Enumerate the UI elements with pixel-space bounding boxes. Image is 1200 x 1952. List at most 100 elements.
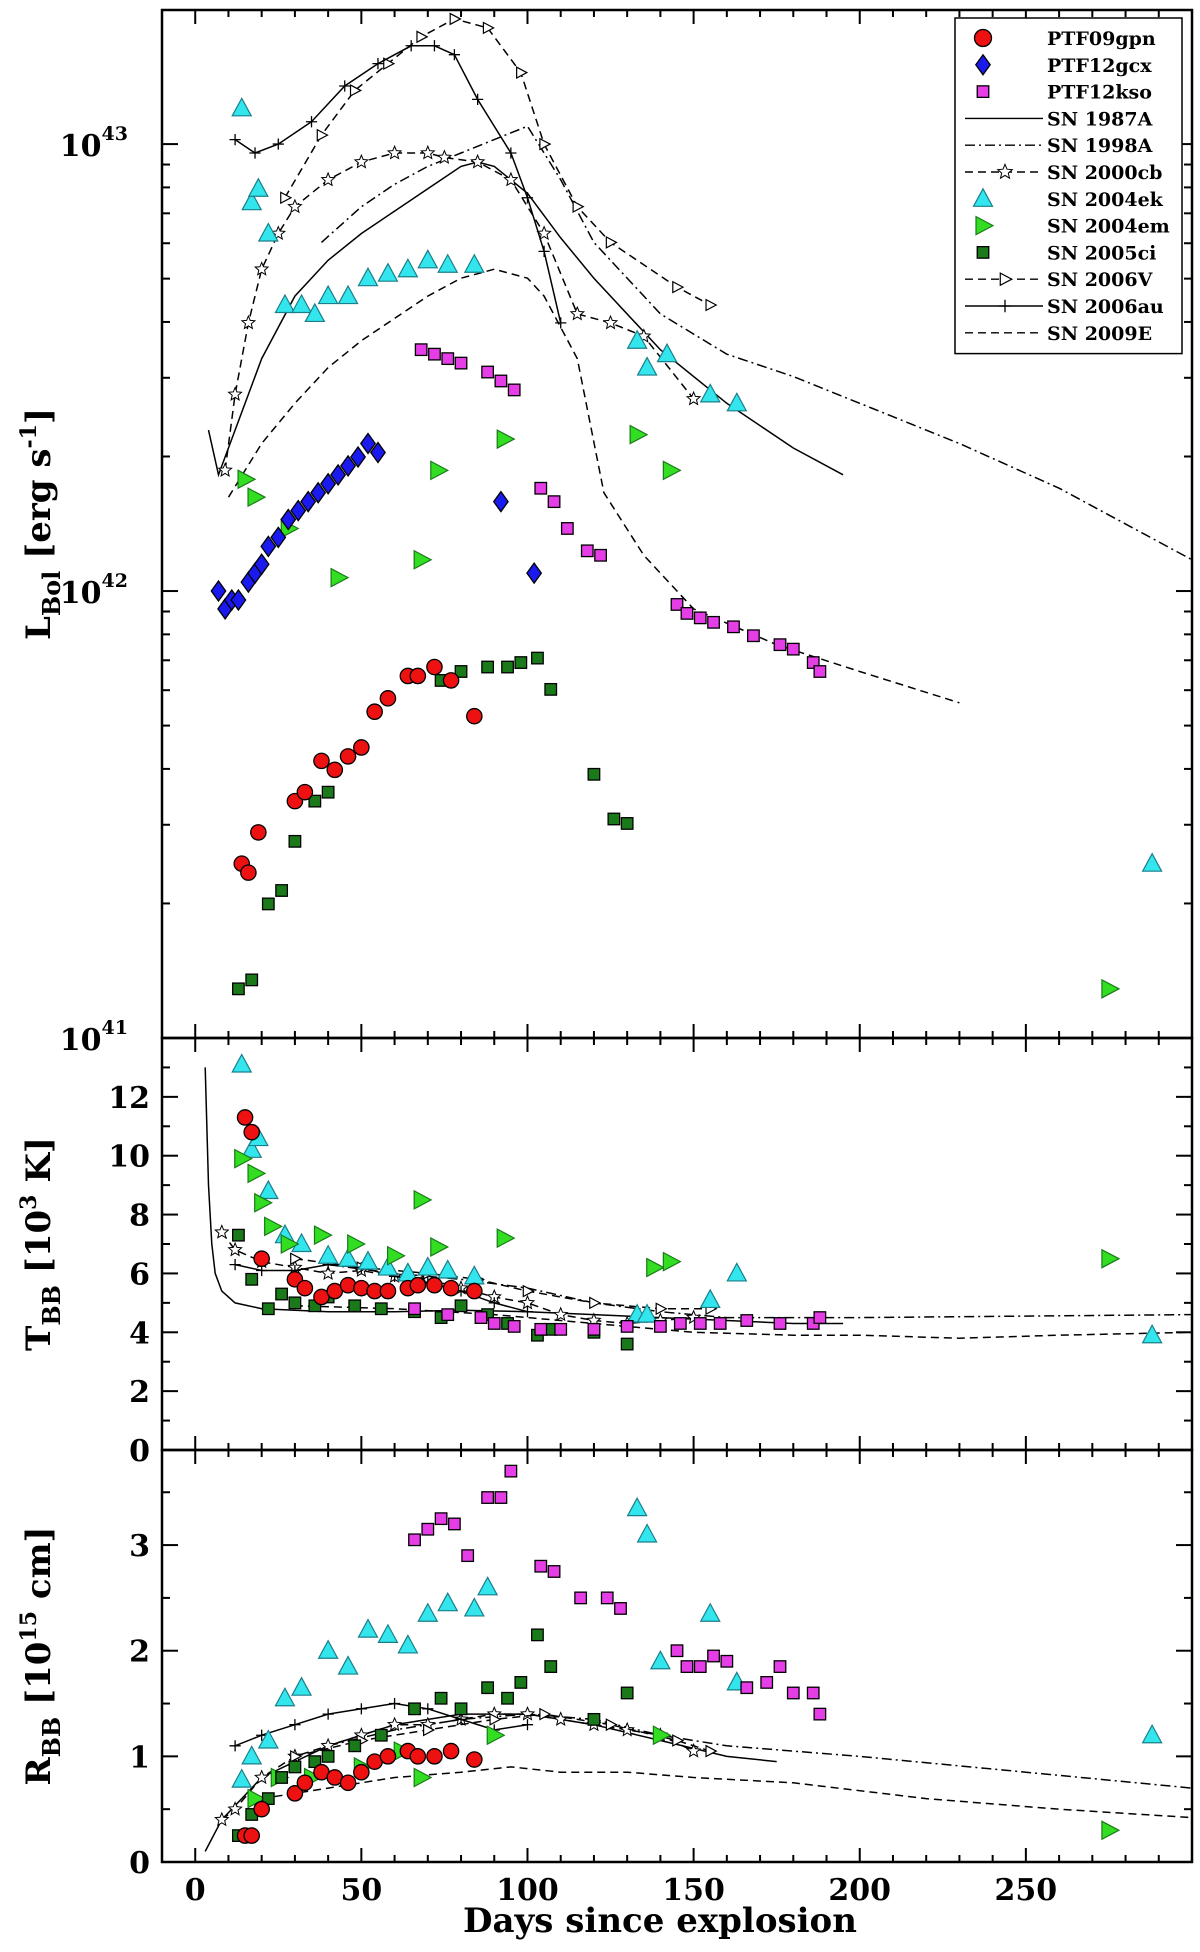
point-ptf12kso (428, 347, 441, 361)
point-ptf12kso (760, 1676, 774, 1689)
legend-marker (999, 272, 1014, 287)
point-sn-2004ek (1141, 1323, 1163, 1344)
point-sn-2000cb (320, 1737, 336, 1753)
point-sn-2004ek (437, 253, 459, 273)
point-sn-2006v (589, 1296, 602, 1310)
y-tick-label: 2 (129, 1375, 150, 1410)
line-sn-2006au-lbol (234, 45, 562, 324)
point-sn-2005ci (288, 834, 302, 848)
point-ptf12kso (481, 1491, 495, 1504)
point-sn-2000cb (569, 305, 586, 321)
point-ptf12kso (720, 1654, 734, 1668)
point-sn-2005ci (544, 1660, 558, 1673)
point-sn-2006au (229, 1740, 241, 1752)
point-sn-2000cb (240, 314, 257, 330)
point-sn-2006v (290, 1749, 303, 1763)
legend-marker (976, 245, 990, 259)
point-sn-2004ek (257, 1729, 279, 1749)
point-ptf09gpn (296, 783, 314, 801)
y-axis-label-rbb: RBB [1015 cm] (16, 1526, 66, 1785)
legend-marker (974, 53, 992, 76)
point-sn-2004ek (626, 1496, 648, 1517)
markers-sn-2006v-lbol (280, 12, 718, 312)
point-ptf12kso (747, 629, 760, 643)
point-sn-2004em (496, 1228, 516, 1249)
legend-marker (996, 162, 1014, 180)
point-sn-2005ci (587, 767, 601, 781)
point-sn-2004ek (417, 1602, 439, 1622)
point-sn-2005ci (620, 1337, 634, 1351)
point-sn-2006v (605, 1718, 618, 1732)
point-sn-2006v (672, 280, 685, 294)
point-sn-2004ek (699, 1602, 721, 1622)
point-sn-2004ek (726, 1262, 748, 1282)
point-ptf12kso (693, 1317, 707, 1330)
point-ptf09gpn (442, 672, 460, 689)
point-sn-2006v (280, 191, 293, 205)
point-sn-2004ek (241, 190, 263, 211)
point-ptf12kso (813, 1707, 827, 1721)
point-sn-2000cb (214, 1811, 230, 1827)
point-ptf12kso (461, 1549, 475, 1563)
point-ptf12kso (813, 665, 827, 678)
point-ptf12gcx (230, 588, 247, 612)
point-sn-2004ek (337, 1655, 359, 1675)
y-tick-label: 8 (129, 1199, 150, 1234)
point-sn-2004em (662, 460, 682, 481)
point-sn-2005ci (275, 884, 289, 897)
point-ptf12gcx (526, 562, 543, 585)
point-sn-2005ci (232, 982, 245, 996)
point-sn-2005ci (544, 682, 558, 696)
points-ptf12kso-rbb (408, 1464, 827, 1721)
point-ptf12kso (414, 343, 428, 357)
point-sn-2005ci (374, 1302, 388, 1316)
point-ptf12kso (441, 1308, 455, 1322)
point-ptf09gpn (366, 703, 383, 721)
point-ptf12kso (614, 1602, 627, 1615)
point-sn-2000cb (253, 261, 270, 276)
markers-sn-2006v-rbb (290, 1707, 718, 1763)
point-sn-2004ek (231, 1053, 253, 1073)
point-ptf09gpn (466, 707, 483, 725)
point-ptf09gpn (466, 1751, 483, 1768)
legend-marker (973, 28, 993, 48)
point-sn-2004ek (291, 1676, 313, 1696)
point-sn-2000cb (536, 225, 552, 241)
legend-marker (976, 85, 990, 99)
point-ptf09gpn (243, 1123, 261, 1141)
legend-entry-sn-2006v: SN 2006V (965, 269, 1154, 291)
point-sn-2004em (254, 1192, 273, 1213)
legend-label: SN 2004ek (1047, 189, 1164, 211)
point-ptf12kso (693, 1660, 707, 1673)
point-sn-2004ek (274, 293, 296, 314)
points-ptf09gpn-tbb (236, 1109, 483, 1306)
line-sn-2006au-rbb (234, 1702, 528, 1747)
point-sn-2004ek (231, 1768, 253, 1788)
point-ptf12gcx (330, 463, 347, 486)
point-sn-2004ek (636, 1523, 658, 1543)
point-ptf12gcx (350, 445, 367, 469)
point-ptf12kso (474, 1311, 488, 1324)
point-sn-2004ek (699, 383, 721, 403)
point-ptf12gcx (280, 508, 297, 531)
point-sn-2000cb (320, 171, 336, 187)
points-sn-2004ek-rbb (231, 1496, 1163, 1788)
legend-label: SN 2004em (1047, 216, 1170, 238)
point-sn-2004em (264, 1216, 283, 1237)
point-ptf12kso (507, 1319, 521, 1333)
point-ptf09gpn (442, 1742, 460, 1760)
point-ptf09gpn (253, 1250, 270, 1268)
point-sn-2006v (416, 30, 429, 44)
point-sn-2005ci (321, 785, 335, 799)
point-sn-2004ek (397, 1634, 419, 1654)
point-ptf09gpn (339, 1774, 357, 1792)
y-tick-label: 1042 (60, 570, 128, 611)
legend-entry-sn-2009e: SN 2009E (965, 323, 1152, 345)
point-sn-2004em (234, 1148, 254, 1169)
point-sn-2004em (280, 1234, 300, 1254)
point-ptf12kso (740, 1681, 754, 1695)
legend-label: PTF12kso (1047, 82, 1152, 104)
points-ptf09gpn-rbb (236, 1742, 483, 1844)
point-ptf09gpn (379, 690, 397, 707)
